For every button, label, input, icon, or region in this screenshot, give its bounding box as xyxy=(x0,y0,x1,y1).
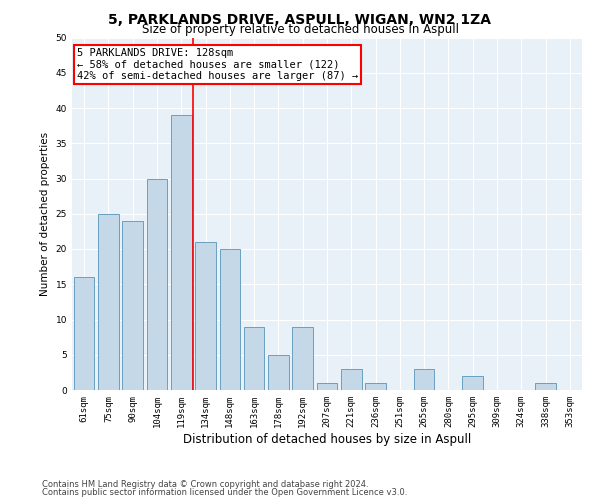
Bar xyxy=(244,326,265,390)
Bar xyxy=(195,242,216,390)
Text: 5 PARKLANDS DRIVE: 128sqm
← 58% of detached houses are smaller (122)
42% of semi: 5 PARKLANDS DRIVE: 128sqm ← 58% of detac… xyxy=(77,48,358,82)
Text: 5, PARKLANDS DRIVE, ASPULL, WIGAN, WN2 1ZA: 5, PARKLANDS DRIVE, ASPULL, WIGAN, WN2 1… xyxy=(109,12,491,26)
X-axis label: Distribution of detached houses by size in Aspull: Distribution of detached houses by size … xyxy=(183,432,471,446)
Bar xyxy=(268,355,289,390)
Bar xyxy=(171,115,191,390)
Bar xyxy=(74,277,94,390)
Bar xyxy=(414,369,434,390)
Text: Size of property relative to detached houses in Aspull: Size of property relative to detached ho… xyxy=(142,22,458,36)
Bar xyxy=(535,383,556,390)
Bar xyxy=(317,383,337,390)
Bar xyxy=(292,326,313,390)
Text: Contains HM Land Registry data © Crown copyright and database right 2024.: Contains HM Land Registry data © Crown c… xyxy=(42,480,368,489)
Text: Contains public sector information licensed under the Open Government Licence v3: Contains public sector information licen… xyxy=(42,488,407,497)
Y-axis label: Number of detached properties: Number of detached properties xyxy=(40,132,50,296)
Bar xyxy=(220,249,240,390)
Bar xyxy=(122,221,143,390)
Bar xyxy=(146,178,167,390)
Bar xyxy=(98,214,119,390)
Bar xyxy=(341,369,362,390)
Bar xyxy=(463,376,483,390)
Bar xyxy=(365,383,386,390)
